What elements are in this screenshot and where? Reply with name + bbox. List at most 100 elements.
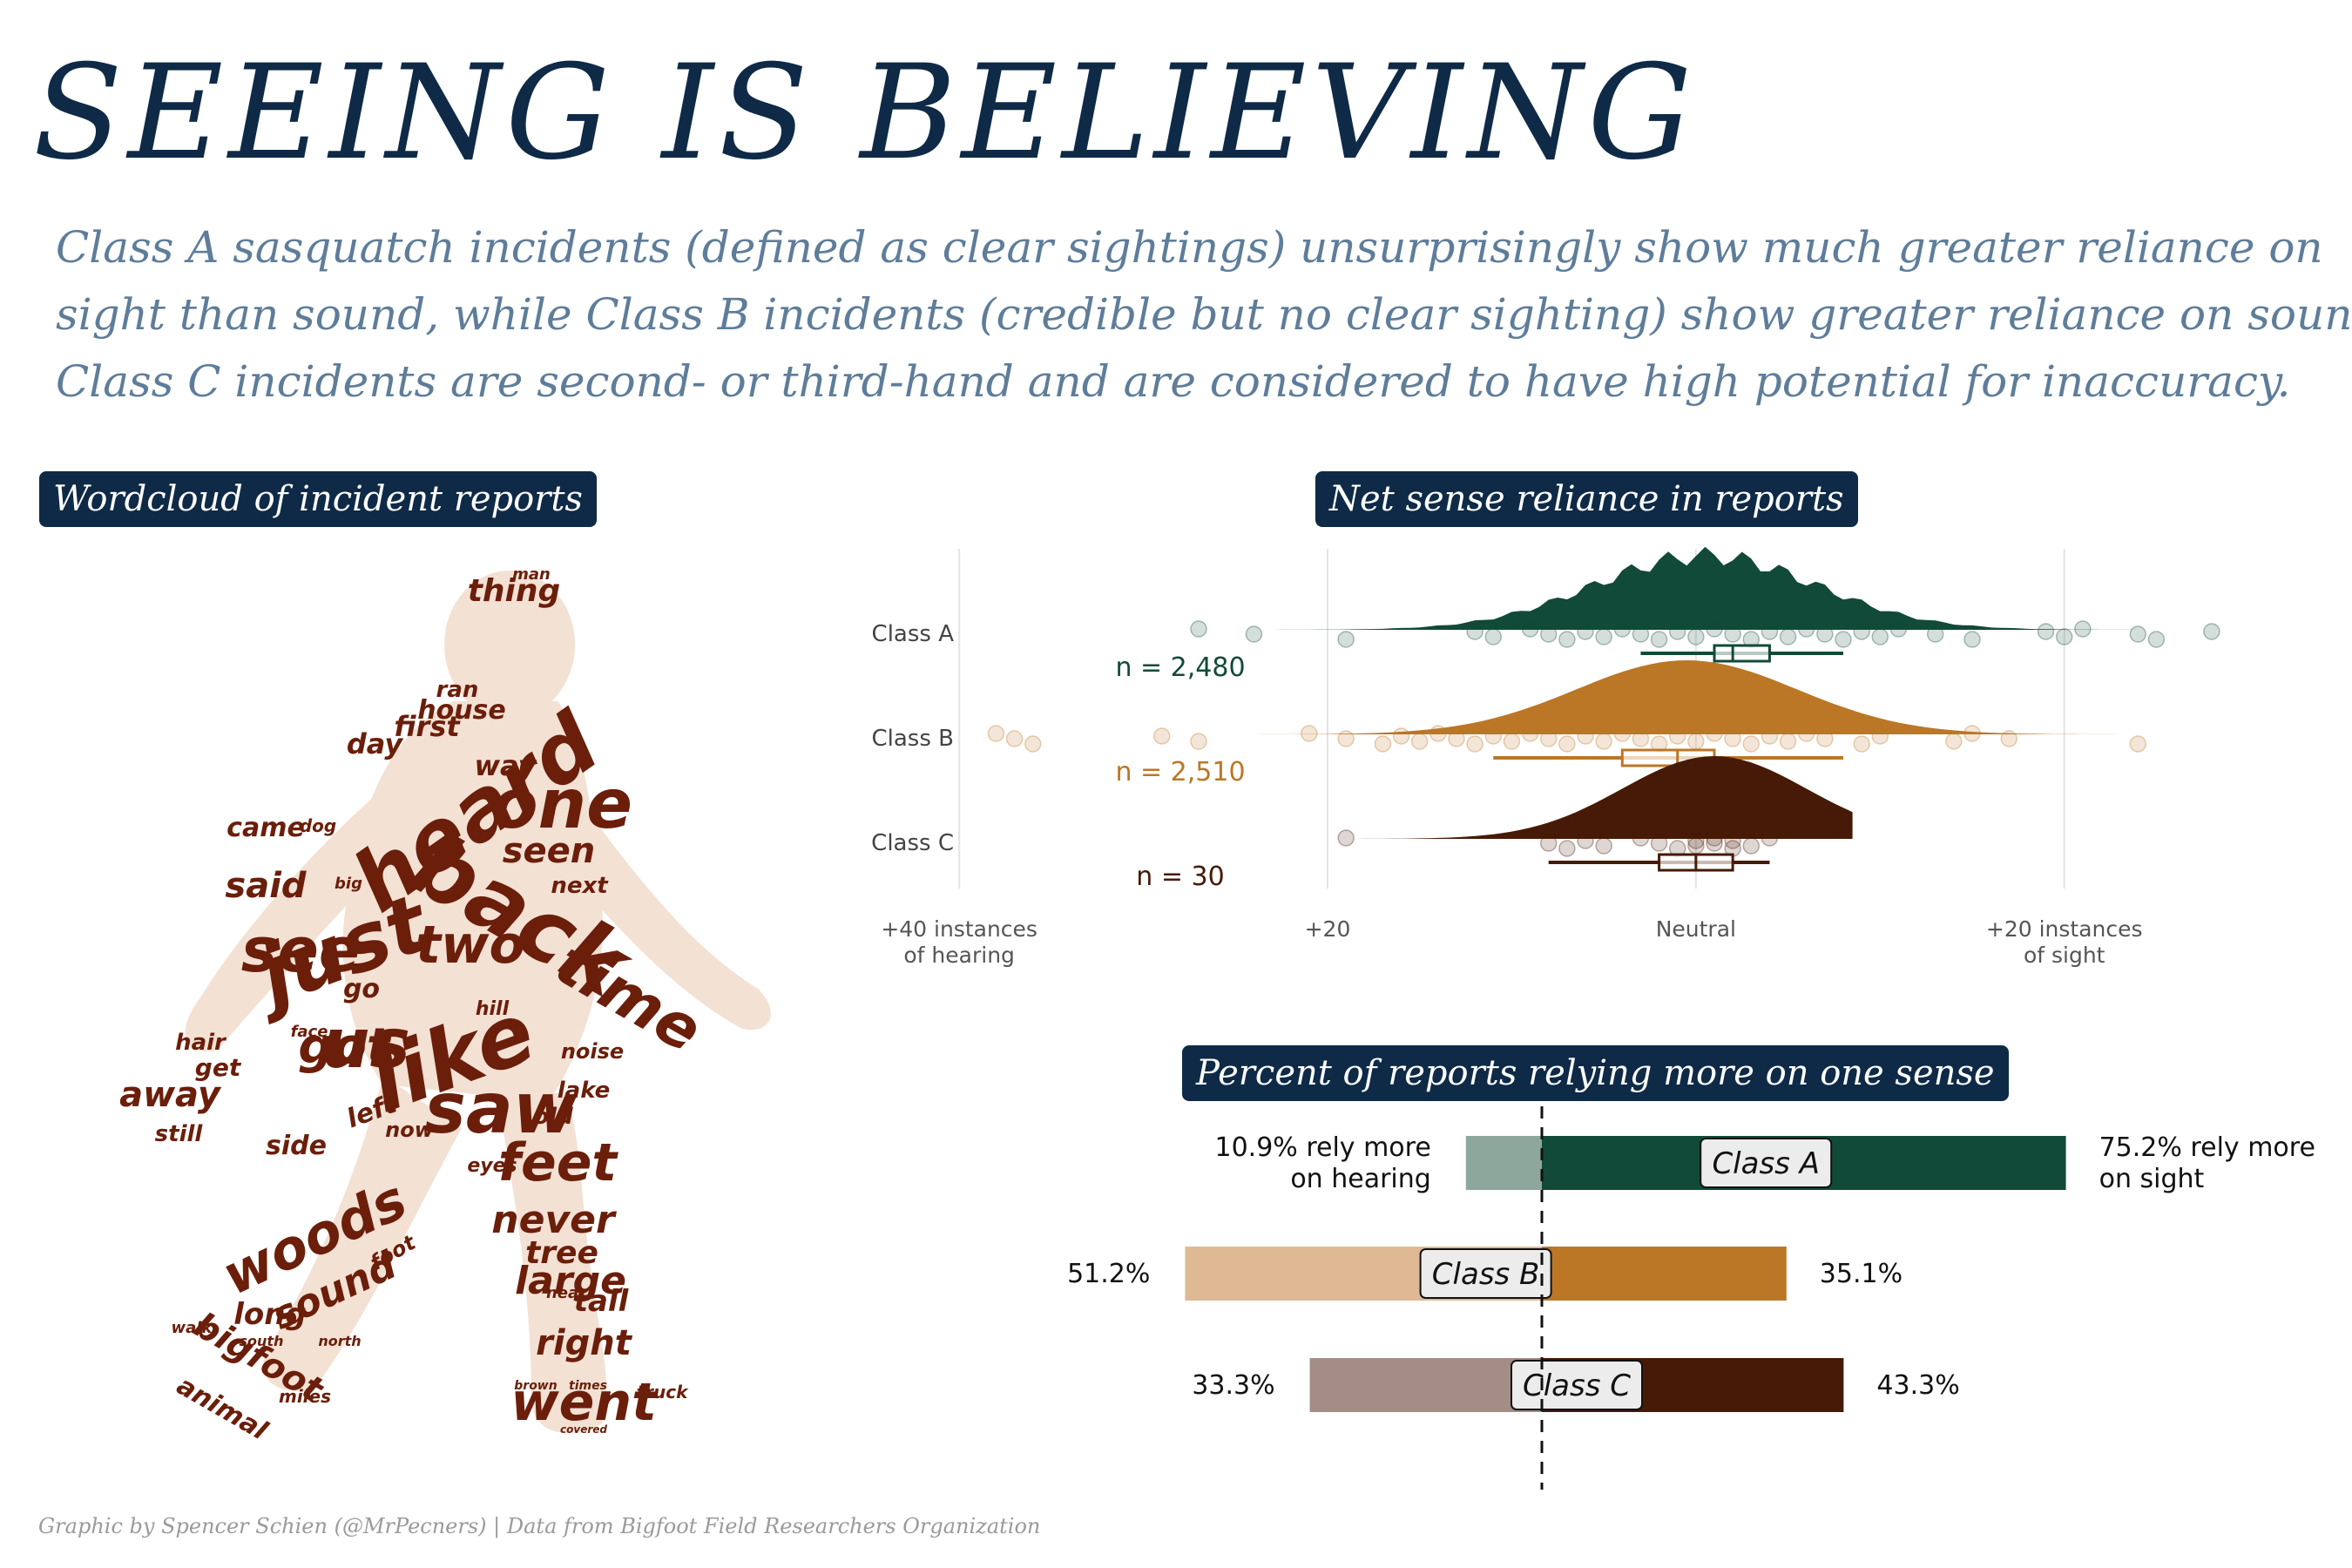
class-label-box xyxy=(1700,1138,1833,1188)
wordcloud-word: near xyxy=(546,1284,587,1302)
hearing-bar xyxy=(1309,1358,1542,1412)
wordcloud-word: right xyxy=(536,1323,633,1363)
class-label-box xyxy=(1511,1360,1643,1410)
wordcloud-word: animal xyxy=(172,1370,274,1447)
data-point xyxy=(1024,735,1042,753)
wordcloud-word: said xyxy=(225,866,307,906)
wordcloud-word: next xyxy=(551,873,609,899)
class-label: Class A xyxy=(1712,1146,1820,1181)
wordcloud-word: face xyxy=(291,1023,328,1041)
wordcloud-word: away xyxy=(119,1075,222,1115)
density-cloud xyxy=(1161,660,2157,734)
data-point xyxy=(2055,628,2073,645)
data-point xyxy=(1889,620,1908,638)
class-label-box xyxy=(1419,1248,1552,1299)
x-tick-label: of hearing xyxy=(903,943,1015,968)
wordcloud-word: came xyxy=(226,813,305,843)
wordcloud-word: ran xyxy=(436,677,479,703)
data-point xyxy=(2147,631,2166,648)
bars-panel-label: Percent of reports relying more on one s… xyxy=(1182,1045,2009,1101)
data-point xyxy=(2129,625,2147,643)
data-point xyxy=(1392,727,1410,745)
data-point xyxy=(1816,625,1834,643)
data-point xyxy=(1926,625,1944,643)
data-point xyxy=(1005,730,1024,747)
data-point xyxy=(1595,837,1612,855)
data-point xyxy=(1779,628,1797,645)
hearing-percent-label: 51.2% xyxy=(1067,1259,1150,1289)
wordcloud-word: hair xyxy=(175,1030,227,1056)
x-tick-label: +20 xyxy=(1305,916,1351,942)
data-point xyxy=(1871,628,1889,645)
n-label: n = 30 xyxy=(1136,862,1224,892)
wordcloud-word: tree xyxy=(525,1235,598,1271)
data-point xyxy=(1521,725,1539,742)
subtitle-line: Class A sasquatch incidents (defined as … xyxy=(56,222,2323,273)
wordcloud-word: way xyxy=(474,749,537,782)
data-point xyxy=(1484,628,1503,645)
wordcloud-word: feet xyxy=(498,1132,618,1193)
sight-percent-label: 35.1% xyxy=(1820,1259,1903,1289)
density-cloud xyxy=(1161,756,1853,839)
data-point xyxy=(1687,832,1705,849)
data-point xyxy=(1484,727,1503,745)
wordcloud-word: big xyxy=(335,875,362,893)
data-point xyxy=(987,725,1005,742)
data-point xyxy=(1521,620,1539,638)
wordcloud-word: times xyxy=(569,1379,607,1393)
data-point xyxy=(1761,829,1779,847)
wordcloud-word: large xyxy=(515,1259,626,1303)
wordcloud-word: covered xyxy=(560,1423,607,1436)
data-point xyxy=(1687,733,1705,750)
data-point xyxy=(1558,840,1576,857)
wordcloud-word: first xyxy=(394,710,461,743)
data-point xyxy=(2000,730,2018,747)
data-point xyxy=(1539,625,1558,643)
class-label: Class B xyxy=(1432,1257,1540,1292)
data-point xyxy=(1410,733,1429,750)
data-point xyxy=(2129,735,2147,753)
data-point xyxy=(1706,835,1723,852)
wordcloud-word: north xyxy=(318,1333,361,1349)
hearing-percent-label: 33.3% xyxy=(1192,1370,1274,1401)
wordcloud-word: see xyxy=(241,915,361,986)
n-label: n = 2,510 xyxy=(1115,757,1245,787)
wordcloud-word: man xyxy=(512,565,551,584)
data-point xyxy=(1779,733,1797,750)
wordcloud-word: dog xyxy=(300,815,336,836)
data-point xyxy=(1724,730,1741,747)
sight-percent-label: 43.3% xyxy=(1876,1370,1959,1401)
wordcloud-word: old xyxy=(533,1104,573,1130)
wordcloud-word: went xyxy=(510,1372,659,1433)
bigfoot-silhouette-shape xyxy=(185,571,771,1433)
class-label: Class C xyxy=(1523,1369,1631,1403)
data-point xyxy=(1963,725,1981,742)
data-point xyxy=(1190,733,1207,750)
data-point xyxy=(1558,631,1576,648)
data-point xyxy=(1668,727,1686,745)
data-point xyxy=(1337,730,1355,747)
data-point xyxy=(1706,829,1723,847)
x-tick-label: +40 instances xyxy=(881,916,1037,942)
n-label: n = 2,480 xyxy=(1115,652,1245,683)
page-subtitle: Class A sasquatch incidents (defined as … xyxy=(56,214,2352,416)
hearing-percent-label: 10.9% rely more xyxy=(1214,1132,1430,1163)
data-point xyxy=(1337,631,1355,648)
wordcloud-word: tall xyxy=(574,1284,630,1319)
data-point xyxy=(1337,829,1355,847)
data-point xyxy=(2037,623,2055,640)
wordcloud-word: get xyxy=(195,1053,242,1082)
data-point xyxy=(1797,725,1815,742)
wordcloud-word: truck xyxy=(637,1382,690,1402)
data-point xyxy=(1687,628,1705,645)
data-point xyxy=(1466,735,1484,753)
hearing-bar xyxy=(1465,1136,1542,1190)
wordcloud-word: lake xyxy=(558,1078,610,1104)
data-point xyxy=(1577,727,1594,745)
data-point xyxy=(1374,735,1392,753)
wordcloud-word: got xyxy=(298,1018,392,1075)
data-point xyxy=(1742,837,1761,855)
data-point xyxy=(1963,631,1981,648)
wordcloud-word: long xyxy=(233,1297,307,1332)
data-point xyxy=(1871,727,1889,745)
